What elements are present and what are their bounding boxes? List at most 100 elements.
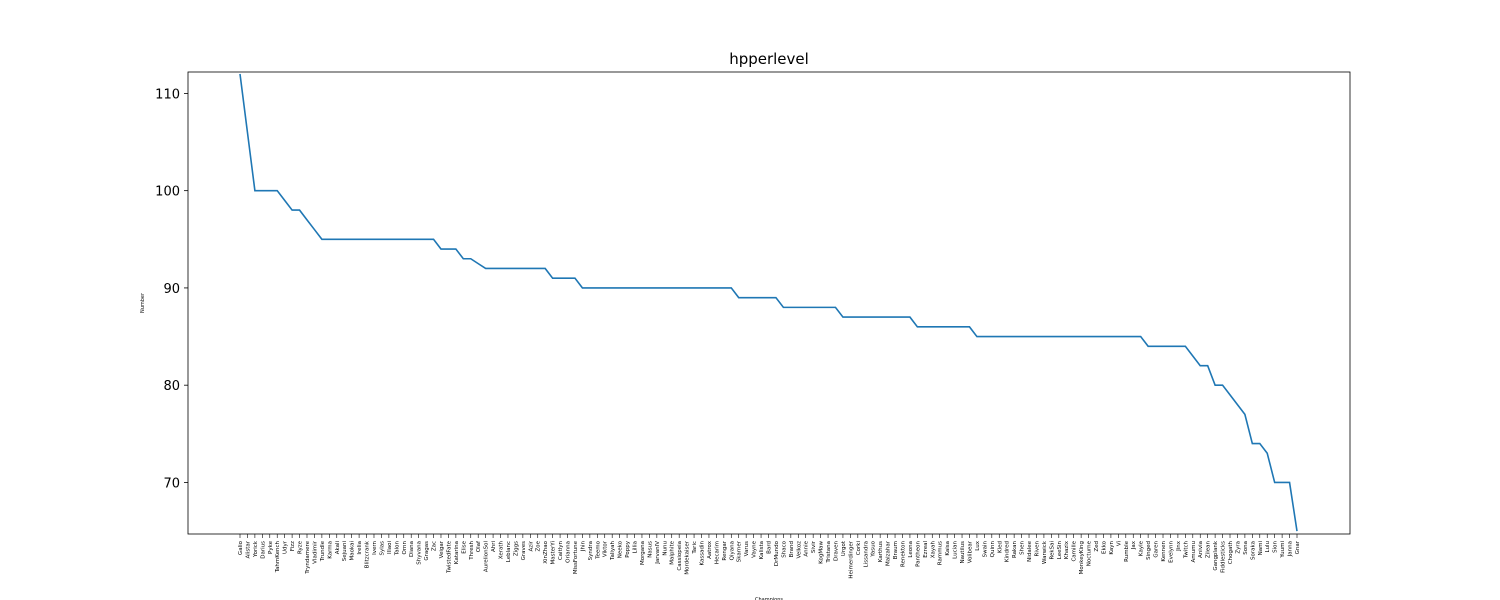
x-tick-label: Darius	[260, 541, 266, 559]
x-tick-label: MonkeyKing	[1079, 541, 1085, 574]
x-tick-label: Varus	[744, 541, 750, 556]
x-tick-label: Leblanc	[506, 541, 512, 562]
x-tick-label: Swain	[982, 540, 988, 557]
y-tick-label: 90	[163, 282, 180, 297]
x-tick-label: LeeSin	[1057, 540, 1063, 559]
x-tick-label: Urgot	[841, 540, 847, 556]
x-tick-label: Qiyana	[729, 541, 735, 560]
x-tick-label: Ryze	[298, 540, 304, 554]
x-tick-label: Mordekaiser	[685, 540, 691, 574]
x-tick-label: Heimerdinger	[848, 540, 854, 578]
x-tick-label: Corki	[856, 541, 862, 556]
x-tick-label: Blitzcrank	[365, 540, 371, 568]
x-tick-label: Lulu	[1265, 541, 1271, 552]
x-tick-label: Thresh	[469, 540, 475, 560]
x-tick-label: Kayle	[1139, 540, 1145, 556]
x-tick-label: Nocturne	[1087, 540, 1093, 566]
x-tick-label: Zoe	[536, 540, 542, 551]
x-tick-label: Jinx	[1176, 540, 1182, 552]
x-tick-label: Chogath	[1228, 540, 1234, 564]
x-tick-label: Ahri	[491, 541, 497, 553]
x-tick-label: Maokai	[350, 541, 356, 561]
y-tick-label: 70	[163, 476, 180, 491]
x-tick-label: Gnar	[1295, 540, 1301, 554]
x-tick-label: Malphite	[670, 540, 676, 564]
x-tick-label: Tryndamere	[305, 540, 311, 574]
x-tick-label: XinZhao	[543, 540, 549, 563]
x-tick-label: Rengar	[722, 540, 728, 560]
x-tick-label: Janna	[1288, 541, 1294, 557]
data-line	[239, 73, 1298, 532]
x-tick-label: Zilean	[1206, 541, 1212, 559]
x-tick-label: Singed	[1146, 541, 1152, 560]
y-tick-label: 110	[155, 87, 180, 102]
x-tick-label: Kassadin	[700, 540, 706, 565]
x-tick-label: Xerath	[499, 540, 505, 559]
x-tick-label: Galio	[238, 540, 244, 555]
x-tick-label: Fiddlesticks	[1221, 541, 1227, 573]
x-tick-label: Sona	[1243, 541, 1249, 555]
y-axis-label: Number	[140, 292, 146, 313]
x-tick-label: RekSai	[1049, 541, 1055, 560]
x-tick-label: Kindred	[1005, 541, 1011, 562]
x-tick-label: TahmKench	[275, 541, 281, 574]
x-tick-label: Rammus	[938, 541, 944, 565]
x-tick-label: Riven	[1034, 540, 1040, 556]
x-tick-label: Zed	[1094, 541, 1100, 552]
x-tick-label: Neeko	[618, 540, 624, 558]
x-tick-label: Yorick	[253, 540, 259, 558]
x-tick-label: Kaisa	[945, 541, 951, 556]
x-tick-label: Evelynn	[1168, 540, 1174, 562]
x-tick-label: Elise	[461, 540, 467, 553]
x-tick-label: Tristana	[826, 541, 832, 564]
x-tick-label: Bard	[767, 541, 773, 554]
x-tick-label: Gangplank	[1213, 540, 1219, 570]
x-tick-label: Ivern	[372, 540, 378, 554]
x-tick-label: Nautilus	[960, 541, 966, 564]
x-tick-label: Aatrox	[707, 540, 713, 559]
x-tick-label: Kennen	[1161, 540, 1167, 561]
x-tick-label: Gragas	[424, 541, 430, 561]
x-tick-label: Pantheon	[915, 540, 921, 566]
x-tick-label: Kayn	[1109, 540, 1115, 554]
x-tick-label: Sejuani	[342, 541, 348, 562]
x-tick-label: Khazix	[1064, 540, 1070, 559]
x-tick-label: Nami	[1258, 541, 1264, 556]
x-tick-label: Olaf	[476, 540, 482, 552]
chart-title: hpperlevel	[729, 50, 809, 68]
x-tick-label: Shen	[1020, 540, 1026, 554]
x-tick-label: Lissandra	[863, 541, 869, 567]
x-tick-label: Ezreal	[923, 541, 929, 558]
x-tick-label: Sion	[1273, 540, 1279, 552]
x-tick-label: Talon	[394, 540, 400, 556]
x-tick-label: Syndra	[588, 541, 594, 560]
x-tick-label: Viktor	[603, 540, 609, 557]
x-tick-label: Leona	[908, 541, 914, 558]
y-tick-label: 100	[155, 185, 180, 200]
x-tick-label: Braum	[893, 541, 899, 559]
x-tick-label: Vayne	[752, 540, 758, 557]
x-tick-label: Yuumi	[1280, 541, 1286, 559]
x-tick-label: Hecarim	[714, 541, 720, 564]
x-tick-label: Taliyah	[610, 540, 616, 561]
x-tick-label: Rumble	[1124, 540, 1130, 561]
x-tick-label: Nunu	[662, 541, 668, 556]
x-tick-label: Graves	[521, 541, 527, 561]
x-axis-label: Champions	[755, 597, 783, 600]
x-tick-label: Camille	[1072, 540, 1078, 561]
x-tick-label: Lucian	[953, 540, 959, 558]
x-tick-label: MasterYi	[551, 541, 557, 565]
x-tick-label: AurelionSol	[484, 541, 490, 573]
x-tick-label: Katarina	[454, 541, 460, 564]
x-tick-label: Illaoi	[387, 541, 393, 554]
x-tick-label: Trundle	[320, 540, 326, 562]
x-tick-label: Ornn	[402, 540, 408, 554]
x-tick-label: Akali	[335, 541, 341, 555]
x-tick-label: Soraka	[1250, 541, 1256, 560]
x-tick-label: Ekko	[1101, 540, 1107, 554]
x-tick-label: Renekton	[900, 540, 906, 567]
x-tick-label: Lux	[975, 540, 981, 550]
x-tick-label: Volibear	[967, 540, 973, 563]
x-tick-label: Sylas	[379, 541, 385, 556]
